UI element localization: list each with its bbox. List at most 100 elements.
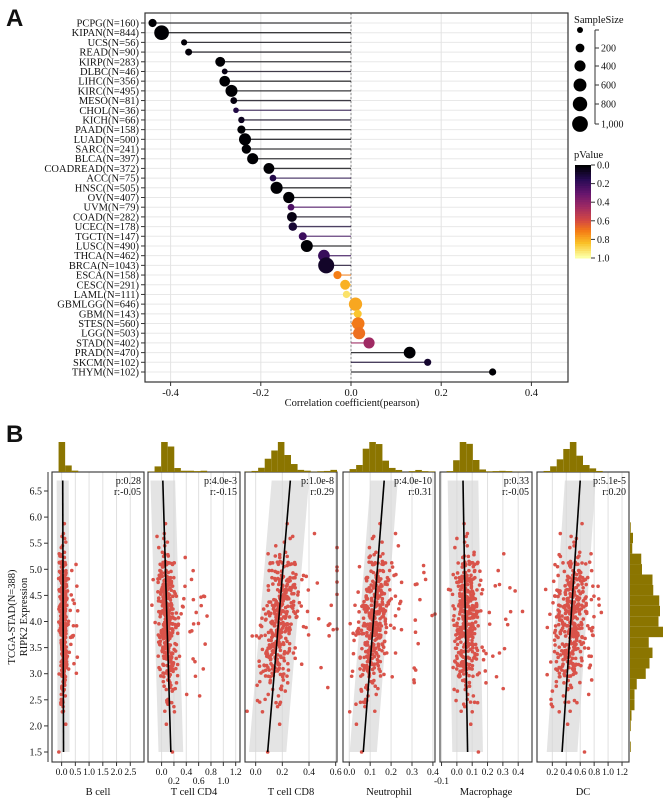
data-point	[351, 669, 355, 673]
data-point	[170, 655, 174, 659]
data-point	[478, 583, 482, 587]
data-point	[165, 722, 169, 726]
data-point	[76, 609, 80, 613]
histogram-bar	[447, 471, 454, 472]
histogram-bar	[363, 449, 370, 472]
data-point	[576, 595, 580, 599]
data-point	[397, 607, 401, 611]
data-point	[264, 612, 268, 616]
colorbar-label: 0.6	[597, 216, 610, 227]
data-point	[587, 654, 591, 658]
histogram-bar	[317, 471, 324, 472]
data-point	[578, 550, 582, 554]
data-point	[368, 622, 372, 626]
lollipop-dot	[271, 182, 283, 194]
data-point	[162, 663, 166, 667]
data-point	[563, 669, 567, 673]
data-point	[175, 611, 179, 615]
histogram-bar	[544, 471, 551, 472]
data-point	[583, 646, 587, 650]
data-point	[262, 663, 266, 667]
data-point	[564, 634, 568, 638]
data-point	[291, 606, 295, 610]
data-point	[453, 640, 457, 644]
data-point	[380, 642, 384, 646]
size-legend-dot	[577, 27, 583, 33]
data-point	[577, 554, 581, 558]
data-point	[157, 599, 161, 603]
data-point	[162, 684, 166, 688]
data-point	[454, 576, 458, 580]
data-point	[573, 645, 577, 649]
data-point	[190, 578, 194, 582]
lollipop-dot	[354, 310, 362, 318]
data-point	[274, 554, 278, 558]
data-point	[554, 634, 558, 638]
data-point	[456, 571, 460, 575]
data-point	[462, 645, 466, 649]
data-point	[577, 598, 581, 602]
panel-a-label: A	[6, 5, 23, 32]
data-point	[561, 626, 565, 630]
data-point	[567, 606, 571, 610]
data-point	[194, 674, 198, 678]
data-point	[380, 584, 384, 588]
data-point	[470, 667, 474, 671]
y-histogram-bar	[630, 710, 632, 720]
x-tick-label: 0.2	[168, 777, 180, 787]
data-point	[584, 602, 588, 606]
data-point	[260, 625, 264, 629]
data-point	[67, 651, 71, 655]
data-point	[551, 601, 555, 605]
data-point	[373, 684, 377, 688]
data-point	[72, 662, 76, 666]
data-point	[278, 553, 282, 557]
data-point	[455, 667, 459, 671]
data-point	[177, 616, 181, 620]
y-tick-label: 2.5	[30, 695, 43, 706]
data-point	[199, 595, 203, 599]
data-point	[174, 649, 178, 653]
data-point	[178, 655, 182, 659]
data-point	[357, 627, 361, 631]
data-point	[63, 583, 67, 587]
data-point	[472, 606, 476, 610]
lollipop-dot	[287, 212, 297, 222]
data-point	[294, 573, 298, 577]
data-point	[381, 563, 385, 567]
data-point	[357, 620, 361, 624]
data-point	[475, 653, 479, 657]
size-legend-label: 1,000	[601, 120, 624, 131]
x-axis-title: Neutrophil	[366, 787, 412, 798]
data-point	[170, 607, 174, 611]
data-point	[285, 555, 289, 559]
data-point	[567, 700, 571, 704]
data-point	[361, 663, 365, 667]
data-point	[556, 614, 560, 618]
data-point	[454, 646, 458, 650]
data-point	[150, 603, 154, 607]
data-point	[365, 631, 369, 635]
data-point	[70, 569, 74, 573]
data-point	[561, 605, 565, 609]
data-point	[159, 610, 163, 614]
data-point	[172, 705, 176, 709]
histogram-bar	[557, 459, 564, 472]
lollipop-dot	[215, 57, 225, 67]
data-point	[360, 647, 364, 651]
data-point	[590, 569, 594, 573]
data-point	[456, 561, 460, 565]
data-point	[553, 631, 557, 635]
data-point	[422, 571, 426, 575]
data-point	[377, 586, 381, 590]
data-point	[376, 597, 380, 601]
data-point	[277, 694, 281, 698]
data-point	[473, 569, 477, 573]
data-point	[162, 657, 166, 661]
data-point	[376, 610, 380, 614]
data-point	[422, 564, 426, 568]
data-point	[286, 681, 290, 685]
x-tick-label: 0.2	[276, 768, 288, 778]
data-point	[471, 674, 475, 678]
data-point	[568, 546, 572, 550]
